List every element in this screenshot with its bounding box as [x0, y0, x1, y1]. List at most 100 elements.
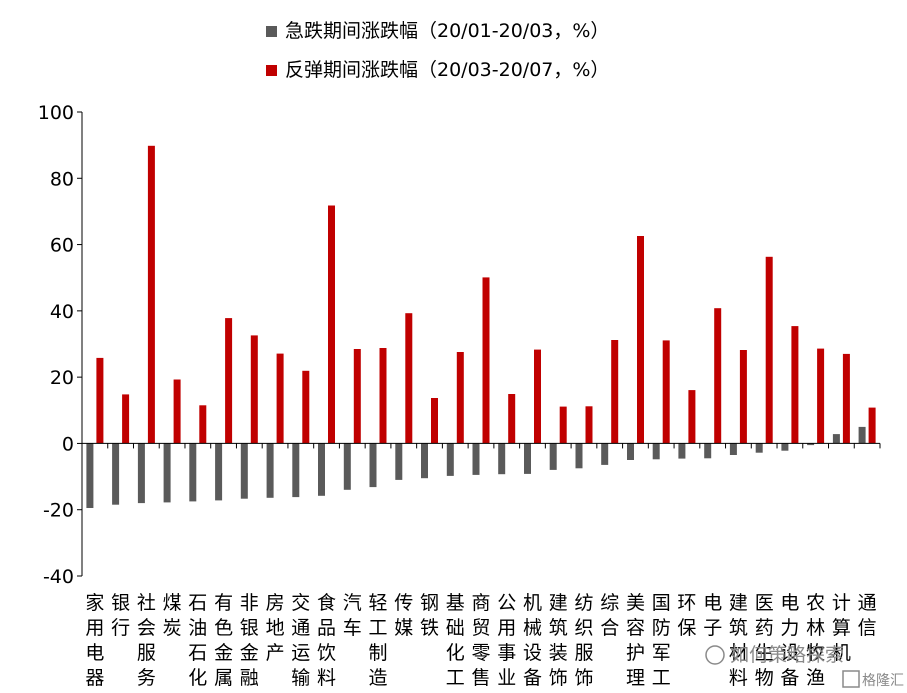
bar-crash-25 [729, 443, 737, 455]
bar-crash-30 [858, 426, 866, 444]
bar-rebound-4 [199, 405, 207, 444]
bar-crash-26 [755, 443, 763, 453]
bars [86, 145, 876, 508]
watermark-logo-text: 格隆汇 [862, 673, 904, 689]
category-label-10: 汽车 [343, 592, 362, 639]
category-label-19: 纺织服饰 [574, 592, 593, 689]
bar-rebound-13 [431, 398, 438, 444]
category-label-1: 银行 [111, 592, 130, 639]
bar-rebound-22 [662, 340, 670, 444]
category-label-5: 有色金属 [214, 592, 233, 689]
bar-rebound-19 [585, 406, 593, 444]
bar-crash-14 [446, 443, 454, 476]
watermark-icon [705, 645, 725, 665]
bar-crash-11 [369, 443, 377, 488]
y-tick-label-1: -20 [43, 500, 74, 522]
bar-rebound-16 [508, 394, 516, 444]
bar-crash-17 [524, 443, 531, 474]
bar-rebound-17 [534, 349, 541, 444]
category-label-28: 农林牧渔 [806, 592, 825, 689]
bar-rebound-27 [791, 326, 799, 444]
bar-crash-2 [137, 443, 145, 504]
bar-rebound-7 [276, 353, 284, 444]
bar-crash-12 [395, 443, 403, 480]
bar-crash-4 [189, 443, 197, 502]
bar-crash-1 [112, 443, 120, 505]
bar-rebound-28 [817, 348, 825, 444]
bar-crash-15 [472, 443, 480, 475]
y-tick-label-3: 20 [50, 367, 74, 389]
bar-crash-20 [601, 443, 609, 465]
bar-crash-10 [343, 443, 351, 490]
bar-rebound-12 [405, 313, 413, 444]
bar-rebound-1 [122, 394, 130, 444]
category-label-0: 家用电器 [85, 592, 104, 689]
bar-rebound-8 [302, 370, 310, 444]
category-label-6: 非银金融 [240, 592, 259, 689]
bar-crash-13 [421, 443, 428, 479]
category-label-30: 通信 [858, 592, 877, 639]
axes: -40 -20 0 20 40 60 80 100 [38, 102, 881, 588]
bar-rebound-26 [765, 256, 773, 444]
category-label-25: 建筑材料 [729, 592, 748, 689]
category-label-11: 轻工制造 [368, 592, 387, 689]
bar-rebound-0 [96, 357, 104, 444]
bar-crash-22 [652, 443, 660, 460]
bar-rebound-30 [868, 407, 876, 444]
y-tick-label-5: 60 [50, 235, 74, 257]
bar-rebound-5 [225, 318, 233, 444]
category-label-7: 房地产 [266, 592, 285, 664]
bar-rebound-10 [353, 349, 361, 444]
category-label-24: 电子 [703, 592, 722, 639]
y-tick-label-0: -40 [43, 566, 74, 588]
bar-crash-27 [781, 443, 789, 451]
bar-crash-6 [240, 443, 248, 499]
category-label-14: 基础化工 [446, 592, 465, 689]
bar-rebound-21 [637, 236, 644, 444]
bar-crash-23 [678, 443, 686, 459]
category-label-22: 国防军工 [652, 592, 671, 689]
bar-rebound-9 [328, 205, 335, 444]
bar-crash-3 [163, 443, 171, 503]
bar-crash-28 [807, 443, 815, 446]
legend-swatch-0 [266, 26, 277, 37]
y-tick-label-6: 80 [50, 168, 74, 190]
bar-rebound-25 [739, 350, 747, 444]
watermark-text: 如何策略探索 [730, 644, 844, 666]
bar-crash-7 [266, 443, 274, 498]
bar-crash-21 [627, 443, 634, 460]
category-label-29: 计算机 [832, 592, 851, 664]
bar-rebound-3 [173, 379, 181, 444]
category-label-12: 传媒 [394, 592, 413, 639]
category-label-18: 建筑装饰 [549, 592, 568, 689]
y-tick-label-7: 100 [38, 102, 74, 124]
bar-rebound-6 [250, 335, 258, 444]
bar-crash-16 [498, 443, 506, 475]
bar-crash-19 [575, 443, 583, 469]
category-label-4: 石油石化 [188, 592, 207, 689]
category-label-20: 综合 [600, 592, 619, 639]
bar-rebound-23 [688, 390, 696, 444]
y-tick-label-4: 40 [50, 301, 74, 323]
bar-crash-24 [704, 443, 712, 459]
category-label-15: 商贸零售 [471, 592, 490, 689]
bar-crash-0 [86, 443, 94, 508]
category-label-3: 煤炭 [163, 592, 182, 639]
bar-crash-9 [318, 443, 325, 496]
y-tick-label-2: 0 [62, 433, 74, 455]
legend-label-0: 急跌期间涨跌幅（20/01-20/03，%） [285, 20, 609, 42]
category-label-21: 美容护理 [626, 592, 645, 689]
category-label-23: 环保 [677, 592, 696, 639]
category-label-26: 医药生物 [755, 592, 774, 689]
bar-rebound-24 [714, 308, 722, 444]
bar-rebound-29 [842, 353, 850, 444]
category-label-2: 社会服务 [137, 592, 156, 689]
category-label-16: 公用事业 [497, 592, 516, 689]
category-label-13: 钢铁 [420, 592, 439, 639]
bar-rebound-14 [456, 352, 464, 444]
category-labels: 家用电器银行社会服务煤炭石油石化有色金属非银金融房地产交通运输食品饮料汽车轻工制… [85, 592, 876, 689]
bar-crash-18 [549, 443, 557, 470]
bar-rebound-11 [379, 348, 387, 444]
